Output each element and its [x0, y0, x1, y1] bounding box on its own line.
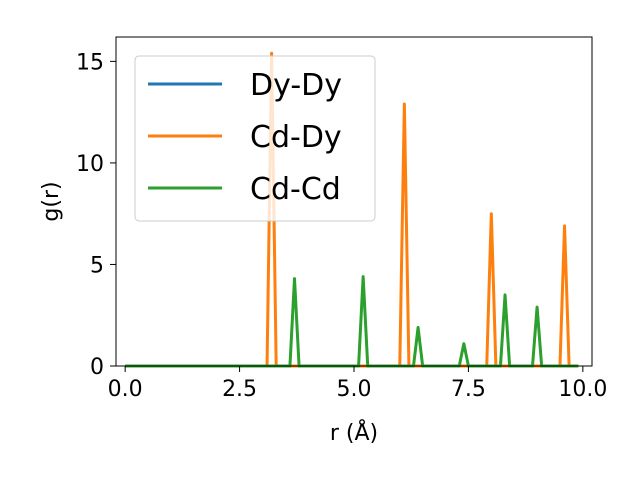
x-tick-label: 7.5	[451, 377, 486, 402]
x-tick-label: 10.0	[558, 377, 607, 402]
legend-label-cd-dy: Cd-Dy	[250, 120, 342, 155]
legend: Dy-Dy Cd-Dy Cd-Cd	[134, 55, 376, 222]
y-tick-label: 5	[90, 253, 104, 278]
x-tick-label: 2.5	[222, 377, 257, 402]
legend-label-cd-cd: Cd-Cd	[250, 172, 341, 207]
legend-label-dy-dy: Dy-Dy	[250, 68, 342, 103]
x-tick-label: 5.0	[337, 377, 372, 402]
y-tick-label: 15	[76, 50, 104, 75]
y-axis-label: g(r)	[39, 181, 64, 221]
x-tick-label: 0.0	[108, 377, 143, 402]
y-tick-label: 10	[76, 152, 104, 177]
x-axis-label: r (Å)	[330, 419, 378, 446]
y-tick-label: 0	[90, 355, 104, 380]
y-axis-ticks: 0 5 10 15	[76, 50, 116, 380]
legend-box	[134, 55, 376, 222]
x-axis-ticks: 0.0 2.5 5.0 7.5 10.0	[108, 366, 607, 402]
